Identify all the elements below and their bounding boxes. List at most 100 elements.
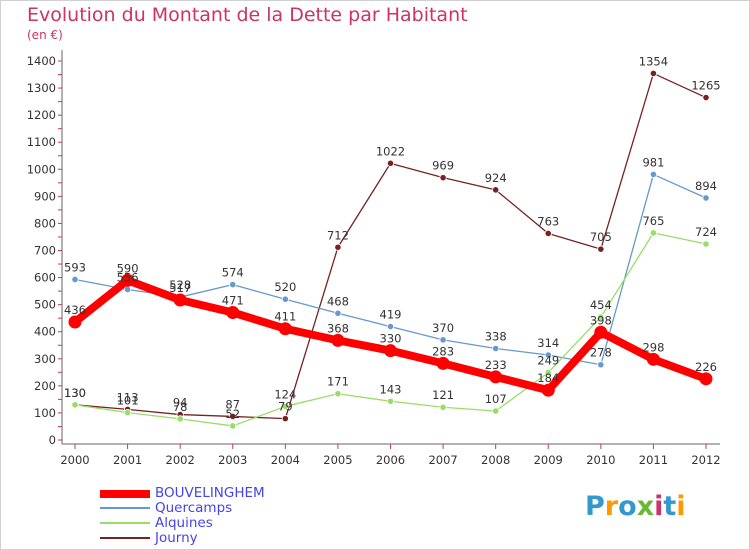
data-label: 593 bbox=[64, 260, 86, 274]
data-label: 1354 bbox=[639, 54, 668, 68]
svg-text:Proxiti: Proxiti bbox=[585, 491, 686, 522]
data-point bbox=[281, 402, 289, 411]
data-label: 143 bbox=[380, 382, 402, 396]
data-point bbox=[334, 243, 342, 251]
legend-label: Journy bbox=[155, 530, 198, 546]
y-tick-label: 700 bbox=[34, 244, 56, 258]
data-label: 330 bbox=[380, 332, 402, 346]
y-tick-label: 600 bbox=[34, 271, 56, 285]
data-label: 436 bbox=[64, 303, 86, 317]
data-point bbox=[334, 309, 342, 317]
data-label: 113 bbox=[117, 390, 139, 404]
data-label: 368 bbox=[327, 321, 349, 335]
data-point bbox=[597, 313, 605, 321]
data-point bbox=[281, 295, 289, 303]
data-label: 590 bbox=[117, 261, 139, 275]
data-point bbox=[544, 351, 552, 359]
data-label: 468 bbox=[327, 294, 349, 308]
x-tick-label: 2008 bbox=[481, 453, 510, 467]
data-point bbox=[439, 336, 447, 344]
data-point bbox=[699, 372, 713, 386]
data-label: 765 bbox=[642, 214, 664, 228]
data-label: 283 bbox=[432, 344, 454, 358]
data-point bbox=[492, 186, 500, 194]
data-point bbox=[281, 415, 289, 423]
y-tick-label: 100 bbox=[34, 406, 56, 420]
data-point bbox=[492, 344, 500, 353]
data-label: 278 bbox=[590, 346, 612, 360]
data-label: 130 bbox=[64, 386, 86, 400]
y-tick-label: 900 bbox=[34, 189, 56, 203]
data-point bbox=[649, 229, 658, 237]
legend-swatch bbox=[100, 490, 150, 498]
x-tick-label: 2002 bbox=[166, 453, 195, 467]
data-point bbox=[334, 390, 342, 398]
y-tick-label: 300 bbox=[34, 352, 56, 366]
data-point bbox=[384, 344, 397, 358]
data-label: 226 bbox=[695, 360, 717, 374]
data-label: 574 bbox=[222, 266, 244, 280]
y-tick-label: 500 bbox=[34, 298, 56, 312]
data-point bbox=[597, 361, 605, 369]
y-tick-label: 1300 bbox=[27, 81, 56, 95]
x-tick-label: 2004 bbox=[271, 453, 300, 467]
data-point bbox=[123, 409, 132, 417]
legend-swatch bbox=[100, 507, 150, 509]
data-label: 411 bbox=[274, 310, 296, 324]
data-point bbox=[649, 170, 658, 179]
data-label: 398 bbox=[590, 313, 612, 327]
data-point bbox=[386, 322, 395, 331]
data-point bbox=[71, 275, 79, 284]
data-point bbox=[229, 412, 237, 421]
data-point bbox=[597, 245, 605, 253]
data-point bbox=[176, 415, 184, 423]
data-label: 298 bbox=[642, 340, 664, 354]
data-point bbox=[173, 293, 187, 307]
data-point bbox=[702, 240, 710, 248]
legend-item-quercamps: Quercamps bbox=[100, 501, 400, 516]
data-point bbox=[544, 229, 552, 238]
data-point bbox=[492, 407, 500, 415]
data-label: 52 bbox=[225, 407, 240, 421]
data-point bbox=[544, 368, 552, 377]
data-label: 124 bbox=[274, 387, 296, 401]
data-point bbox=[123, 285, 132, 294]
y-tick-label: 1400 bbox=[27, 54, 56, 68]
data-label: 79 bbox=[278, 400, 293, 414]
data-label: 517 bbox=[169, 281, 191, 295]
data-label: 107 bbox=[485, 392, 507, 406]
data-point bbox=[649, 69, 658, 78]
y-tick-label: 400 bbox=[34, 325, 56, 339]
y-tick-label: 200 bbox=[34, 379, 56, 393]
data-label: 130 bbox=[64, 386, 86, 400]
y-tick-label: 0 bbox=[49, 433, 56, 447]
chart-title: Evolution du Montant de la Dette par Hab… bbox=[27, 4, 468, 26]
data-label: 520 bbox=[274, 280, 296, 294]
y-tick-label: 1200 bbox=[27, 108, 56, 122]
x-tick-label: 2011 bbox=[639, 453, 668, 467]
x-tick-label: 2006 bbox=[376, 453, 405, 467]
data-label: 1022 bbox=[376, 144, 405, 158]
legend-swatch bbox=[100, 537, 150, 539]
proxiti-logo: Proxiti bbox=[585, 491, 686, 522]
x-tick-label: 2010 bbox=[586, 453, 615, 467]
data-point bbox=[121, 273, 135, 287]
data-point bbox=[439, 403, 447, 411]
data-label: 87 bbox=[225, 397, 240, 411]
data-point bbox=[229, 422, 237, 430]
legend-swatch bbox=[100, 522, 150, 524]
series-line-journy bbox=[74, 72, 707, 420]
data-label: 78 bbox=[173, 400, 188, 414]
legend-label: Quercamps bbox=[155, 500, 233, 516]
data-label: 419 bbox=[380, 308, 402, 322]
data-point bbox=[229, 281, 237, 289]
legend-label: Alquines bbox=[155, 515, 213, 531]
x-tick-label: 2001 bbox=[113, 453, 142, 467]
data-point bbox=[489, 370, 503, 384]
x-tick-label: 2000 bbox=[60, 453, 89, 467]
data-label: 528 bbox=[169, 278, 191, 292]
x-tick-label: 2005 bbox=[323, 453, 352, 467]
data-point bbox=[71, 401, 79, 409]
data-label: 712 bbox=[327, 228, 349, 242]
